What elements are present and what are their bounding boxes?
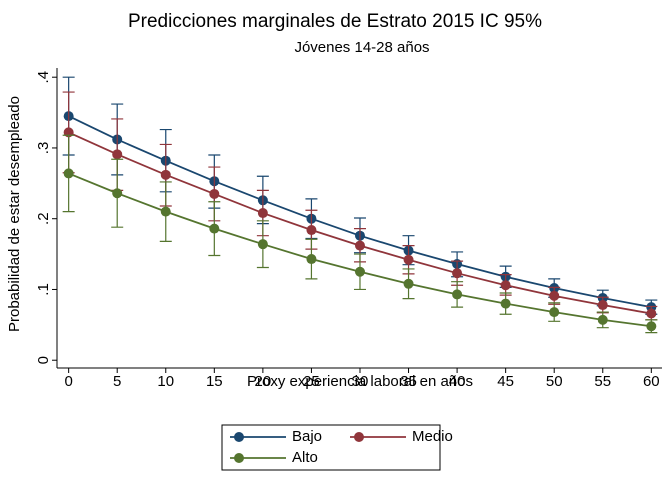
data-point (160, 206, 171, 217)
data-point (500, 298, 511, 309)
data-point (160, 169, 171, 180)
legend-label: Alto (292, 449, 318, 466)
data-point (209, 223, 220, 234)
y-tick-label: .4 (35, 71, 52, 84)
legend-swatch-marker (234, 432, 244, 442)
x-axis-title: Proxy experiencia laboral en años (247, 373, 473, 390)
data-point (354, 240, 365, 251)
chart-subtitle: Jóvenes 14-28 años (294, 39, 429, 56)
x-tick-label: 10 (157, 373, 174, 390)
y-tick-label: .1 (35, 283, 52, 296)
x-tick-label: 15 (206, 373, 223, 390)
data-point (257, 239, 268, 250)
x-tick-label: 20 (255, 373, 272, 390)
legend-swatch-marker (354, 432, 364, 442)
data-point (403, 254, 414, 265)
y-tick-label: 0 (35, 356, 52, 364)
y-axis-title: Probabilidad de estar desempleado (6, 96, 23, 332)
data-point (452, 268, 463, 279)
legend-swatch-marker (234, 453, 244, 463)
data-point (549, 290, 560, 301)
data-point (354, 266, 365, 277)
data-point (597, 300, 608, 311)
x-tick-label: 45 (497, 373, 514, 390)
data-point (63, 168, 74, 179)
x-tick-label: 55 (594, 373, 611, 390)
data-point (597, 314, 608, 325)
x-tick-label: 35 (400, 373, 417, 390)
chart-title: Predicciones marginales de Estrato 2015 … (128, 11, 542, 32)
data-point (112, 188, 123, 199)
data-point (403, 278, 414, 289)
legend-label: Medio (412, 428, 453, 445)
x-tick-label: 40 (449, 373, 466, 390)
x-tick-label: 50 (546, 373, 563, 390)
x-tick-label: 30 (352, 373, 369, 390)
x-tick-label: 60 (643, 373, 660, 390)
data-point (306, 225, 317, 236)
data-point (500, 280, 511, 291)
data-point (306, 254, 317, 265)
data-point (452, 289, 463, 300)
data-point (646, 321, 657, 332)
data-point (646, 308, 657, 319)
data-point (209, 188, 220, 199)
data-point (257, 208, 268, 219)
x-tick-label: 0 (64, 373, 72, 390)
y-tick-label: .3 (35, 142, 52, 155)
y-tick-label: .2 (35, 212, 52, 225)
data-point (549, 307, 560, 318)
data-point (112, 149, 123, 160)
x-tick-label: 5 (113, 373, 121, 390)
legend-label: Bajo (292, 428, 322, 445)
x-tick-label: 25 (303, 373, 320, 390)
legend-box (221, 424, 441, 471)
